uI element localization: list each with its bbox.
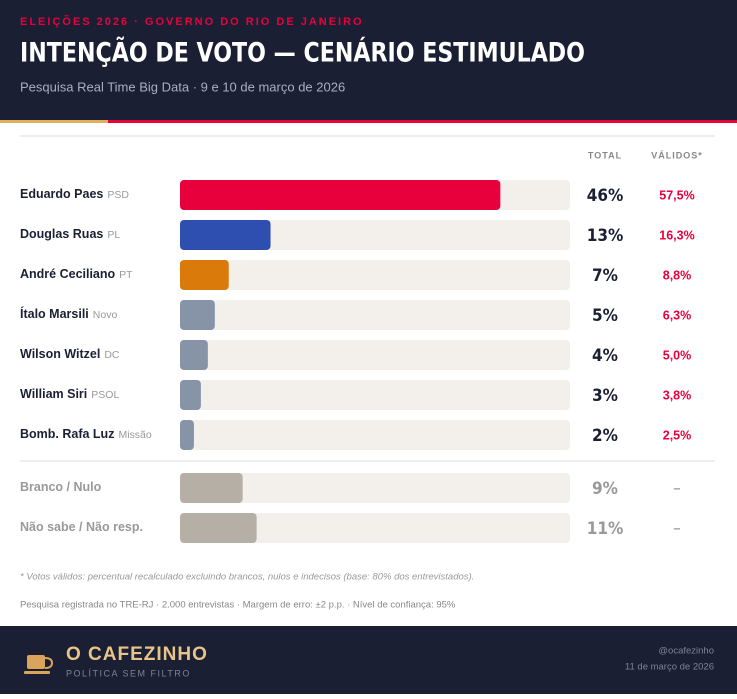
- party: PT: [119, 269, 133, 281]
- bar: [180, 180, 501, 210]
- party: Missão: [118, 429, 151, 441]
- kicker: ELEIÇÕES 2026 · GOVERNO DO RIO DE JANEIR…: [20, 15, 364, 28]
- bar: [180, 473, 243, 503]
- track: [180, 220, 570, 250]
- candidate-name: Douglas Ruas: [20, 227, 103, 241]
- candidate-name: William Siri: [20, 387, 87, 401]
- bar: [180, 260, 229, 290]
- total-label: 7%: [592, 266, 618, 286]
- bar: [180, 420, 194, 450]
- track: [180, 513, 570, 543]
- valid-label: 57,5%: [659, 188, 694, 202]
- source: Pesquisa registrada no TRE-RJ · 2.000 en…: [20, 600, 456, 611]
- cup-icon: [24, 655, 54, 674]
- bar: [180, 380, 201, 410]
- category-label: Eduardo Paes PSD: [20, 187, 129, 201]
- total-label: 2%: [592, 426, 618, 446]
- track: [180, 260, 570, 290]
- valid-label: 5,0%: [663, 348, 692, 362]
- total-label: 3%: [592, 386, 618, 406]
- date: 11 de março de 2026: [625, 662, 714, 673]
- valid-label: 2,5%: [663, 428, 692, 442]
- candidate-name: Bomb. Rafa Luz: [20, 427, 114, 441]
- candidate-name: Branco / Nulo: [20, 480, 102, 494]
- header-bg: [0, 0, 737, 120]
- total-label: 5%: [592, 306, 618, 326]
- valid-label: –: [674, 521, 681, 535]
- tagline: POLÍTICA SEM FILTRO: [66, 668, 191, 678]
- valid-label: 8,8%: [663, 268, 692, 282]
- total-label: 4%: [592, 346, 618, 366]
- brand: O CAFEZINHO: [66, 644, 208, 665]
- candidate-name: Wilson Witzel: [20, 347, 100, 361]
- category-label: Ítalo Marsili Novo: [20, 306, 117, 321]
- track: [180, 340, 570, 370]
- accent-red: [108, 120, 737, 123]
- valid-label: –: [674, 481, 681, 495]
- category-label: Branco / Nulo: [20, 480, 102, 494]
- bar: [180, 340, 208, 370]
- category-label: Wilson Witzel DC: [20, 347, 120, 361]
- track: [180, 420, 570, 450]
- track: [180, 473, 570, 503]
- valid-label: 16,3%: [659, 228, 694, 242]
- column-header: VÁLIDOS*: [651, 150, 703, 160]
- candidate-name: Não sabe / Não resp.: [20, 520, 143, 534]
- category-label: André Ceciliano PT: [20, 267, 133, 281]
- party: PSD: [107, 189, 129, 201]
- valid-label: 3,8%: [663, 388, 692, 402]
- candidate-name: André Ceciliano: [20, 267, 116, 281]
- total-label: 13%: [587, 226, 624, 246]
- candidate-name: Ítalo Marsili: [20, 306, 89, 321]
- footnote: * Votos válidos: percentual recalculado …: [20, 572, 474, 583]
- accent-gold: [0, 120, 108, 123]
- total-label: 46%: [587, 186, 624, 206]
- bar: [180, 220, 271, 250]
- footer-bg: [0, 626, 737, 694]
- valid-label: 6,3%: [663, 308, 692, 322]
- chart-title: INTENÇÃO DE VOTO — CENÁRIO ESTIMULADO: [20, 37, 585, 69]
- track: [180, 300, 570, 330]
- party: PSOL: [91, 389, 119, 401]
- bar: [180, 300, 215, 330]
- party: DC: [104, 349, 120, 361]
- category-label: Douglas Ruas PL: [20, 227, 120, 241]
- track: [180, 380, 570, 410]
- category-label: William Siri PSOL: [20, 387, 119, 401]
- total-label: 11%: [587, 519, 624, 539]
- handle: @ocafezinho: [658, 646, 714, 657]
- category-label: Não sabe / Não resp.: [20, 520, 143, 534]
- party: Novo: [93, 309, 118, 321]
- total-label: 9%: [592, 479, 618, 499]
- bar: [180, 513, 257, 543]
- party: PL: [107, 229, 120, 241]
- subtitle: Pesquisa Real Time Big Data · 9 e 10 de …: [20, 79, 345, 94]
- candidate-name: Eduardo Paes: [20, 187, 103, 201]
- column-header: TOTAL: [588, 150, 622, 160]
- category-label: Bomb. Rafa Luz Missão: [20, 427, 152, 441]
